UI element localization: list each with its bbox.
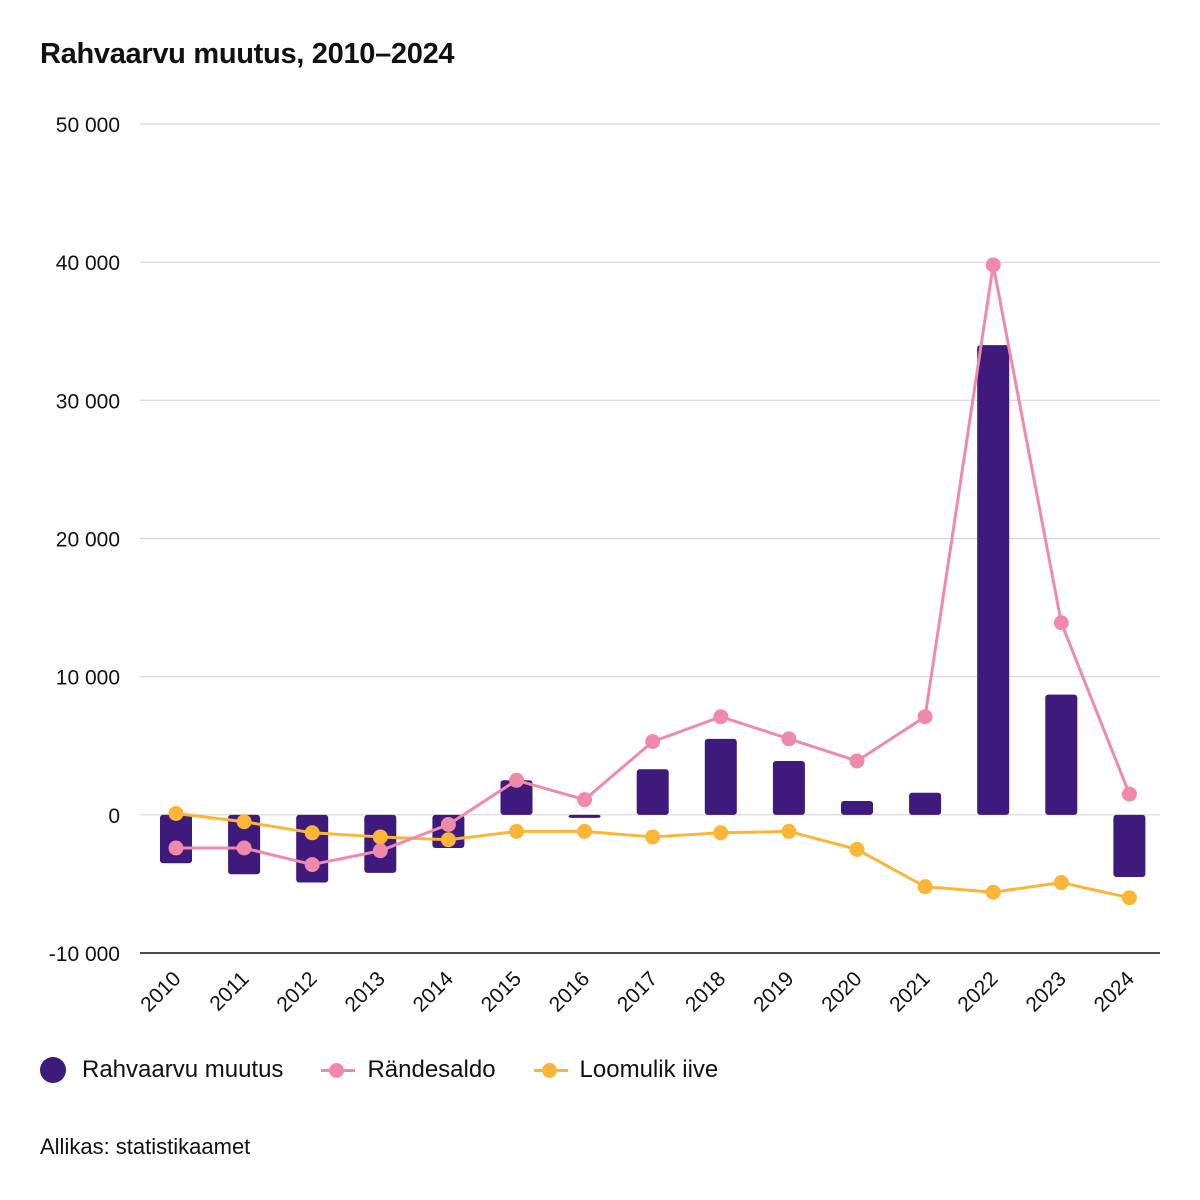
point-randesaldo-2021[interactable] [917,709,933,725]
y-tick-label: 40 000 [56,252,120,275]
bar-2024[interactable] [1113,814,1146,878]
x-tick-label: 2011 [205,967,253,1015]
point-randesaldo-2010[interactable] [168,840,184,856]
x-tick-label: 2023 [1022,967,1071,1016]
point-randesaldo-2023[interactable] [1053,615,1069,631]
legend-item-loomulik-iive[interactable]: Loomulik iive [533,1056,719,1084]
point-loomulik-iive-2022[interactable] [985,884,1001,900]
y-tick-label: 0 [108,805,120,828]
y-axis-ticks: 50 000 40 000 30 000 20 000 10 000 0 -10 000 [49,114,120,966]
x-tick-label: 2017 [613,967,662,1016]
x-tick-label: 2018 [681,967,730,1016]
point-randesaldo-2015[interactable] [509,772,524,788]
point-randesaldo-2011[interactable] [236,840,252,856]
y-tick-label: 30 000 [56,390,120,413]
x-tick-label: 2016 [545,967,594,1016]
x-tick-label: 2020 [817,967,866,1016]
point-loomulik-iive-2023[interactable] [1053,875,1069,891]
line-series [168,257,1137,906]
point-randesaldo-2013[interactable] [372,843,388,859]
y-tick-label: 10 000 [56,667,120,690]
bar-2022[interactable] [977,345,1010,815]
bar-2012[interactable] [296,814,329,883]
x-tick-label: 2022 [953,967,1002,1016]
bar-2019[interactable] [772,760,805,815]
point-randesaldo-2020[interactable] [849,753,865,769]
x-tick-label: 2012 [272,967,321,1016]
y-tick-label: 50 000 [56,114,120,137]
bar-2010[interactable] [160,814,192,864]
x-axis-ticks: 2010 2011 2012 2013 2014 2015 2016 2017 2018 2019… [136,967,1139,1017]
source-note: Allikas: statistikaamet [40,1134,251,1159]
x-tick-label: 2024 [1090,967,1140,1017]
point-loomulik-iive-2019[interactable] [781,823,797,839]
x-tick-label: 2013 [341,967,390,1016]
legend: Rahvaarvu muutus Rändesaldo Loomulik iiv… [40,1056,756,1084]
point-loomulik-iive-2010[interactable] [168,805,184,821]
bar-2015[interactable] [500,780,533,815]
point-loomulik-iive-2018[interactable] [713,825,729,841]
legend-item-randesaldo[interactable]: Rändesaldo [321,1056,496,1084]
bar-2016[interactable] [568,814,601,818]
bar-2021[interactable] [909,792,942,815]
point-randesaldo-2016[interactable] [577,792,593,808]
legend-label: Rahvaarvu muutus [82,1056,284,1083]
x-tick-label: 2019 [749,967,798,1016]
legend-label: Rändesaldo [367,1056,496,1083]
legend-marker-line [321,1062,356,1078]
x-tick-label: 2015 [477,967,526,1016]
x-tick-label: 2021 [885,967,934,1016]
point-loomulik-iive-2021[interactable] [917,879,933,895]
point-loomulik-iive-2014[interactable] [440,832,456,848]
legend-item-rahvaarvu-muutus[interactable]: Rahvaarvu muutus [40,1056,283,1084]
point-randesaldo-2012[interactable] [304,857,320,873]
x-tick-label: 2014 [409,967,459,1017]
point-randesaldo-2022[interactable] [985,257,1001,273]
bar-2018[interactable] [704,738,737,815]
bar-series [160,345,1146,883]
point-randesaldo-2018[interactable] [713,709,729,725]
legend-marker-bar [40,1057,66,1083]
y-tick-label: 20 000 [56,529,120,552]
point-loomulik-iive-2024[interactable] [1121,890,1137,906]
point-randesaldo-2024[interactable] [1121,786,1137,802]
chart-title: Rahvaarvu muutus, 2010–2024 [40,38,455,70]
point-randesaldo-2014[interactable] [440,817,456,833]
point-loomulik-iive-2013[interactable] [372,829,388,845]
point-loomulik-iive-2016[interactable] [577,823,593,839]
point-loomulik-iive-2011[interactable] [236,814,252,830]
bar-2017[interactable] [636,769,669,815]
point-loomulik-iive-2017[interactable] [645,829,661,845]
point-loomulik-iive-2020[interactable] [849,841,865,857]
bar-2023[interactable] [1045,694,1078,815]
y-tick-label: -10 000 [49,943,120,966]
legend-marker-line [533,1062,568,1078]
legend-label: Loomulik iive [579,1056,719,1083]
x-tick-label: 2010 [136,967,185,1016]
point-randesaldo-2019[interactable] [781,731,797,747]
point-loomulik-iive-2012[interactable] [304,825,320,841]
point-loomulik-iive-2015[interactable] [509,823,524,839]
chart-plot: 50 000 40 000 30 000 20 000 10 000 0 -10 000 2… [49,114,1160,1017]
point-randesaldo-2017[interactable] [645,734,661,750]
bar-2020[interactable] [841,801,873,815]
